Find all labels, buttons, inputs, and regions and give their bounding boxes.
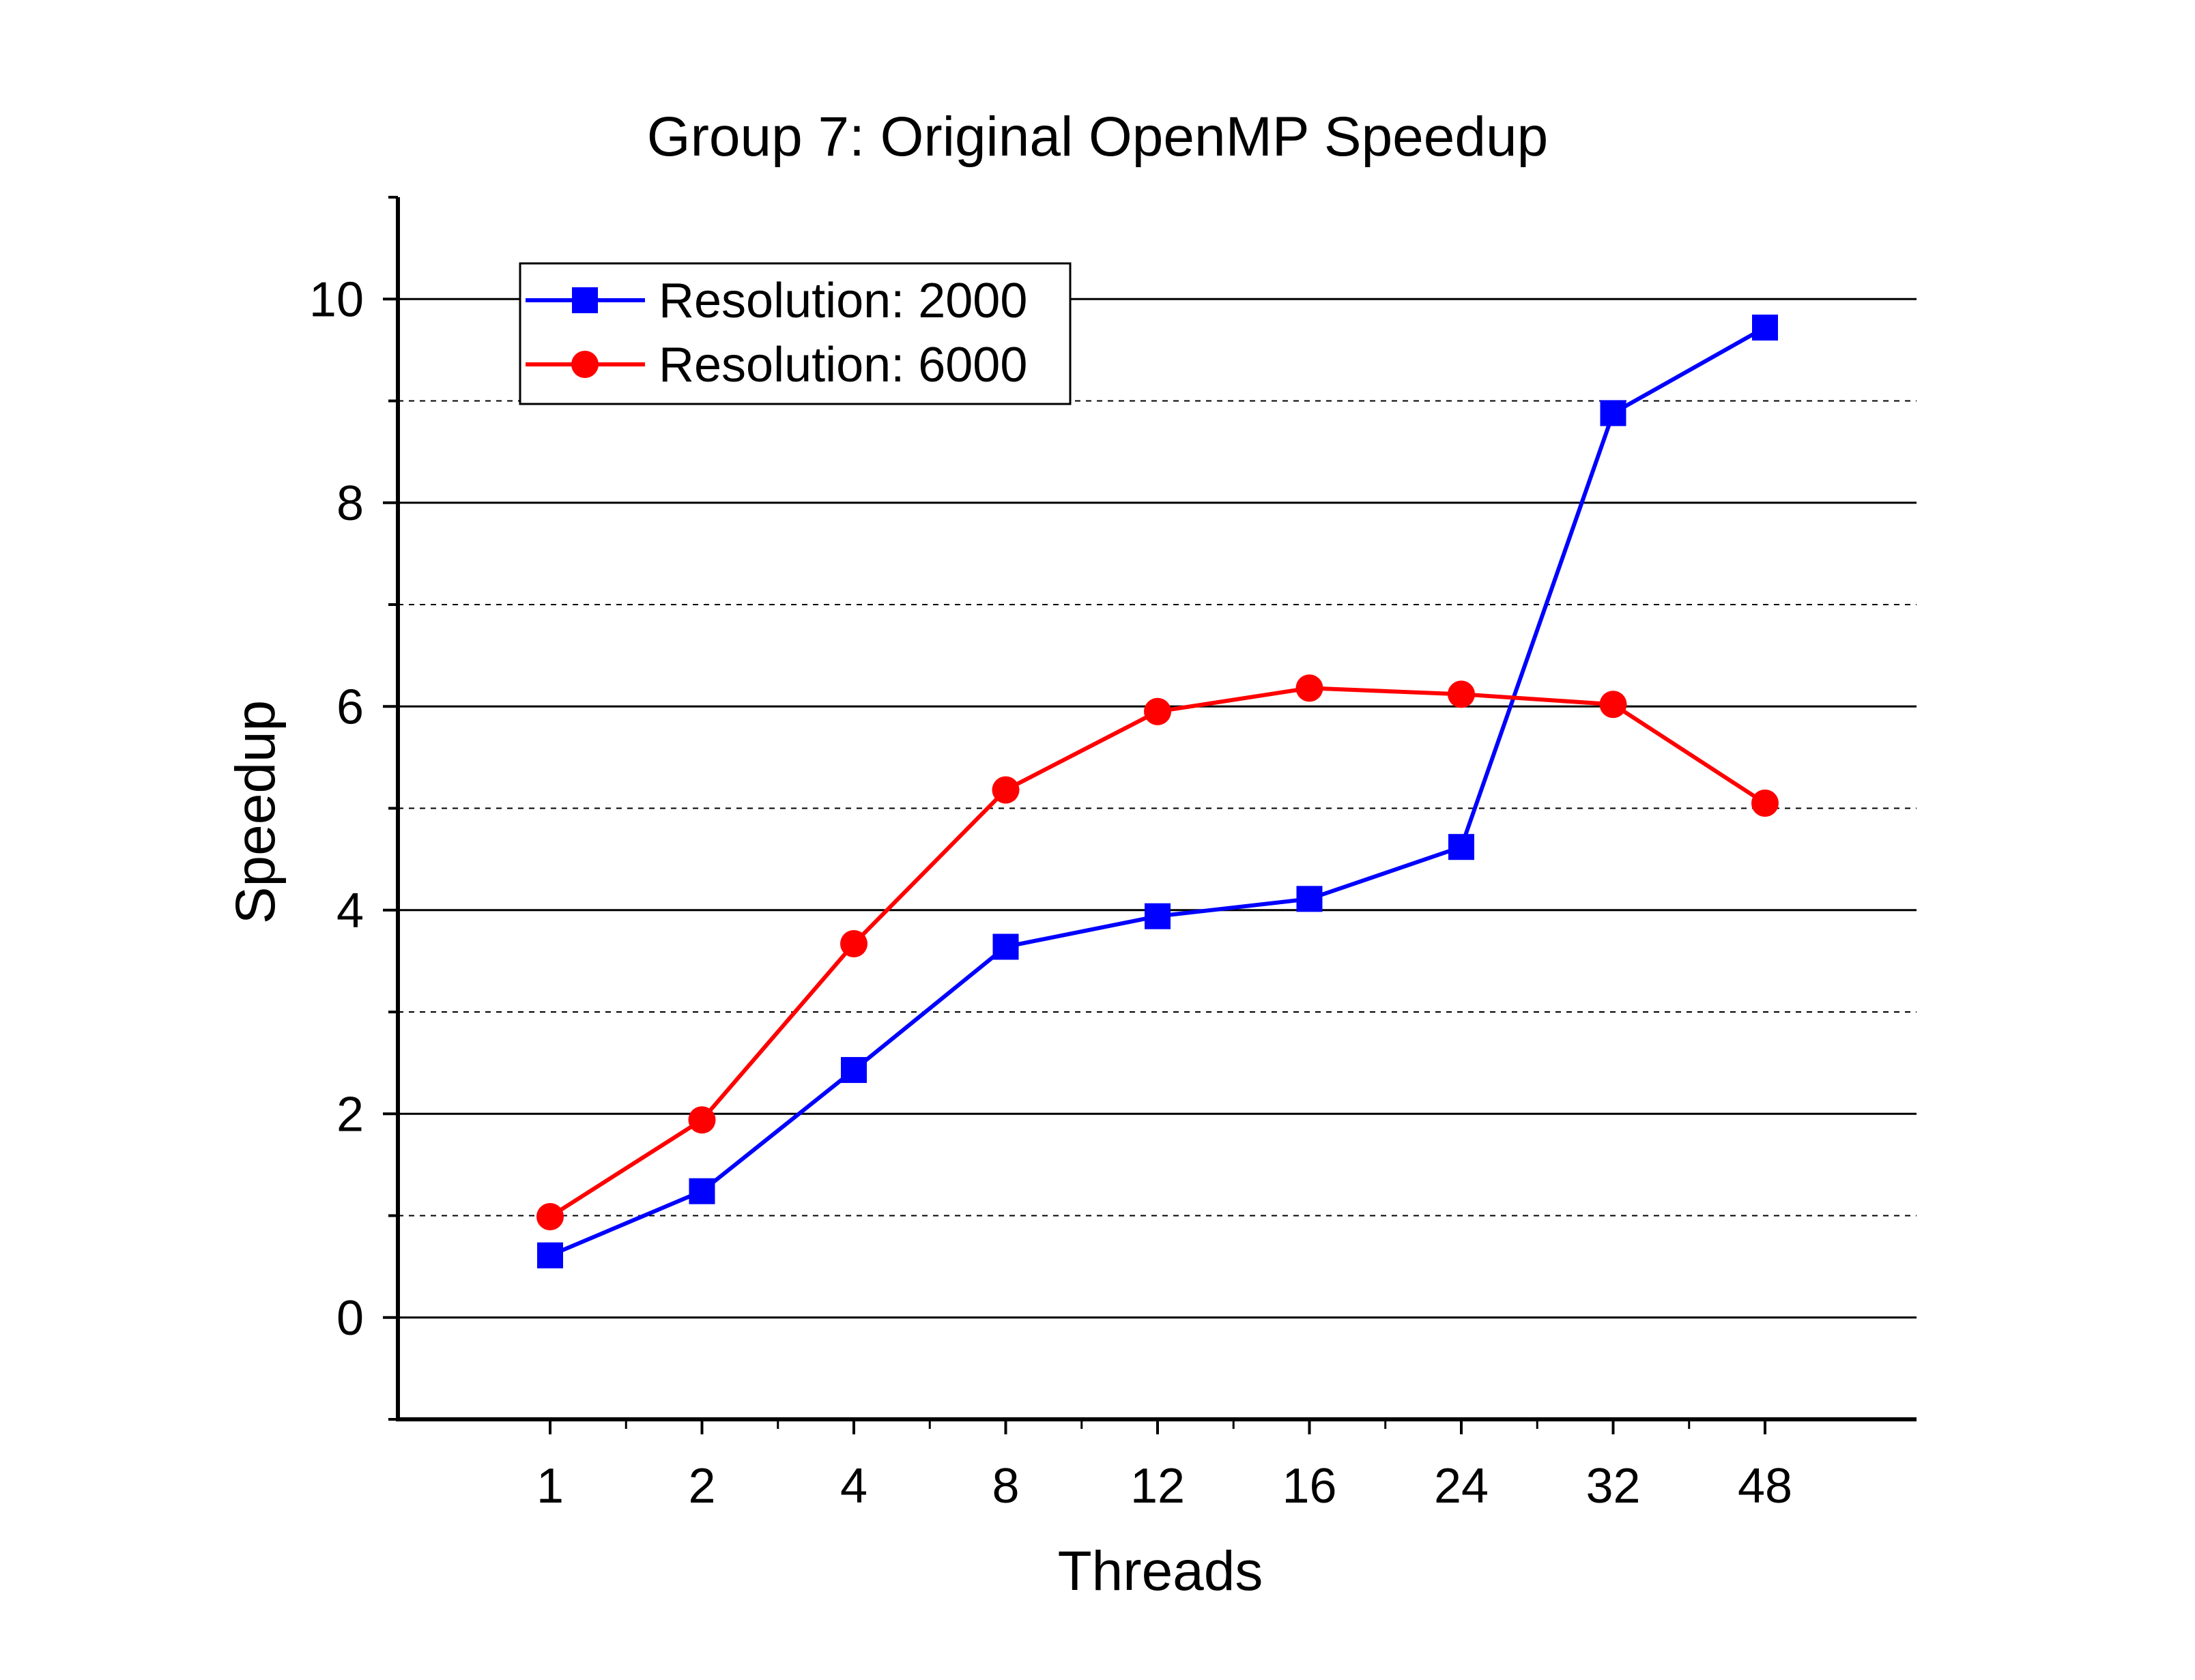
series-1-point	[1145, 903, 1171, 929]
y-tick-label: 6	[336, 680, 364, 734]
series-2-point	[536, 1202, 564, 1230]
legend-label-2: Resolution: 6000	[659, 338, 1027, 392]
series-2-point	[1751, 790, 1779, 817]
series-line-1	[549, 325, 1766, 1258]
y-tick-label: 2	[336, 1087, 364, 1142]
series-2-point	[688, 1106, 716, 1134]
series-1-point	[1752, 315, 1778, 341]
series-1-point	[537, 1242, 563, 1269]
series-2-point	[840, 930, 867, 958]
data-series	[536, 315, 1779, 1269]
series-2-point	[1144, 697, 1171, 725]
series-2-point	[1448, 680, 1475, 708]
legend-marker-2	[571, 351, 599, 378]
x-tick-label: 32	[1586, 1459, 1640, 1514]
x-axis-title: Threads	[1058, 1540, 1263, 1602]
x-tick-label: 2	[688, 1459, 715, 1514]
x-tick-label: 1	[536, 1459, 564, 1514]
y-tick-label: 4	[336, 884, 364, 938]
x-tick-label: 48	[1738, 1459, 1792, 1514]
series-line-2	[549, 686, 1766, 1219]
chart-title: Group 7: Original OpenMP Speedup	[647, 106, 1548, 168]
series-1-point	[1296, 886, 1323, 912]
series-1-point	[992, 933, 1019, 960]
series-2-point	[992, 776, 1020, 804]
series-1-point	[1600, 400, 1626, 426]
series-1-point	[689, 1178, 715, 1204]
y-tick-label: 10	[309, 272, 364, 327]
series-1-point	[1448, 834, 1474, 860]
legend-label-1: Resolution: 2000	[659, 274, 1027, 328]
x-tick-label: 24	[1434, 1459, 1489, 1514]
x-tick-label: 4	[840, 1459, 867, 1514]
legend: Resolution: 2000 Resolution: 6000	[519, 262, 1072, 405]
x-tick-label: 12	[1130, 1459, 1185, 1514]
series-2-point	[1599, 691, 1627, 719]
y-tick-label: 0	[336, 1291, 364, 1346]
series-1-point	[841, 1057, 867, 1084]
x-tick-label: 16	[1282, 1459, 1336, 1514]
legend-marker-1	[572, 287, 598, 313]
legend-box	[519, 262, 1072, 405]
x-tick-label: 8	[992, 1459, 1019, 1514]
y-axis-title: Speedup	[225, 700, 287, 924]
series-2-point	[1295, 674, 1323, 702]
grid-lines	[398, 298, 1917, 1319]
y-tick-label: 8	[336, 476, 364, 531]
